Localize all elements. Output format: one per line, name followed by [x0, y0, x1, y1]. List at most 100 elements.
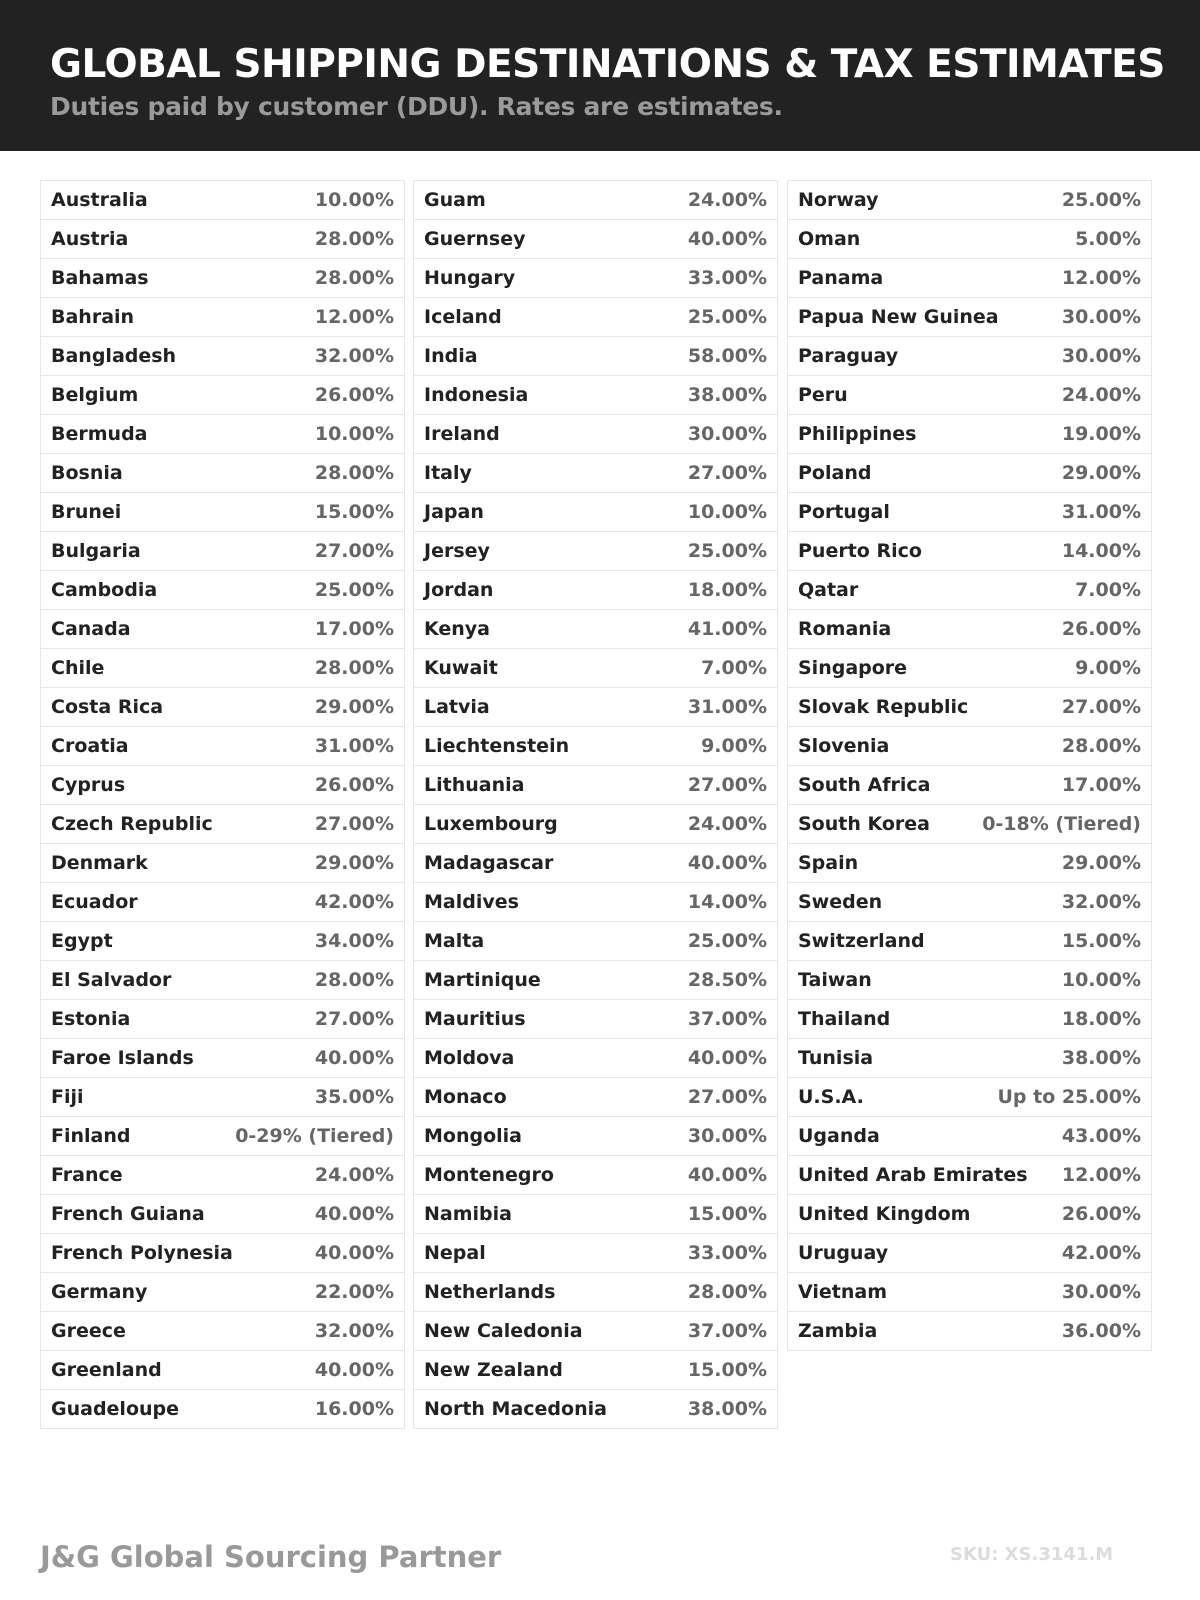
- country-name: Norway: [798, 189, 879, 211]
- country-name: Uganda: [798, 1125, 880, 1147]
- country-name: Cyprus: [51, 774, 126, 796]
- tax-rate: 28.00%: [314, 657, 394, 679]
- tax-rate: 29.00%: [314, 696, 394, 718]
- country-name: South Africa: [798, 774, 931, 796]
- page-title: GLOBAL SHIPPING DESTINATIONS & TAX ESTIM…: [50, 42, 1165, 87]
- table-row: Zambia 36.00%: [788, 1312, 1151, 1351]
- country-name: Iceland: [424, 306, 502, 328]
- table-row: Puerto Rico 14.00%: [788, 532, 1151, 571]
- tax-rate: Up to 25.00%: [997, 1086, 1141, 1108]
- table-row: Peru 24.00%: [788, 376, 1151, 415]
- country-name: Jersey: [424, 540, 490, 562]
- tax-rate: 27.00%: [1061, 696, 1141, 718]
- rates-table-column-3: Norway 25.00% Oman 5.00% Panama 12.00% Papua N…: [787, 180, 1152, 1351]
- table-row: Guernsey 40.00%: [414, 220, 777, 259]
- tax-rate: 38.00%: [687, 384, 767, 406]
- tax-rate: 37.00%: [687, 1008, 767, 1030]
- table-row: Greece 32.00%: [41, 1312, 404, 1351]
- country-name: United Kingdom: [798, 1203, 971, 1225]
- country-name: Italy: [424, 462, 472, 484]
- table-row: Switzerland 15.00%: [788, 922, 1151, 961]
- table-row: North Macedonia 38.00%: [414, 1390, 777, 1429]
- table-row: Ecuador 42.00%: [41, 883, 404, 922]
- tax-rate: 40.00%: [314, 1047, 394, 1069]
- tax-rate: 28.00%: [314, 462, 394, 484]
- table-row: Chile 28.00%: [41, 649, 404, 688]
- tax-rate: 40.00%: [314, 1203, 394, 1225]
- table-row: Guadeloupe 16.00%: [41, 1390, 404, 1429]
- country-name: Panama: [798, 267, 884, 289]
- tax-rate: 28.00%: [314, 969, 394, 991]
- tax-rate: 27.00%: [314, 813, 394, 835]
- tax-rate: 32.00%: [314, 345, 394, 367]
- table-row: Slovenia 28.00%: [788, 727, 1151, 766]
- page-subtitle: Duties paid by customer (DDU). Rates are…: [50, 92, 783, 121]
- country-name: Greece: [51, 1320, 126, 1342]
- country-name: Malta: [424, 930, 485, 952]
- table-row: Poland 29.00%: [788, 454, 1151, 493]
- tax-rate: 31.00%: [314, 735, 394, 757]
- country-name: France: [51, 1164, 123, 1186]
- tax-rate: 40.00%: [687, 852, 767, 874]
- country-name: Bahamas: [51, 267, 149, 289]
- tax-rate: 16.00%: [314, 1398, 394, 1420]
- table-row: Mongolia 30.00%: [414, 1117, 777, 1156]
- table-row: Cambodia 25.00%: [41, 571, 404, 610]
- table-row: Czech Republic 27.00%: [41, 805, 404, 844]
- table-row: Italy 27.00%: [414, 454, 777, 493]
- country-name: Latvia: [424, 696, 490, 718]
- table-row: Greenland 40.00%: [41, 1351, 404, 1390]
- tax-rate: 12.00%: [1061, 267, 1141, 289]
- table-row: Denmark 29.00%: [41, 844, 404, 883]
- table-row: El Salvador 28.00%: [41, 961, 404, 1000]
- tax-rate: 14.00%: [687, 891, 767, 913]
- country-name: French Polynesia: [51, 1242, 233, 1264]
- tax-rate: 37.00%: [687, 1320, 767, 1342]
- tax-rate: 25.00%: [687, 540, 767, 562]
- country-name: Namibia: [424, 1203, 512, 1225]
- tax-rate: 27.00%: [314, 1008, 394, 1030]
- tax-rate: 18.00%: [687, 579, 767, 601]
- country-name: Lithuania: [424, 774, 525, 796]
- country-name: Japan: [424, 501, 484, 523]
- table-row: Fiji 35.00%: [41, 1078, 404, 1117]
- country-name: Costa Rica: [51, 696, 164, 718]
- country-name: Peru: [798, 384, 848, 406]
- country-name: Netherlands: [424, 1281, 556, 1303]
- tax-rate: 35.00%: [314, 1086, 394, 1108]
- table-row: Luxembourg 24.00%: [414, 805, 777, 844]
- table-row: French Guiana 40.00%: [41, 1195, 404, 1234]
- tax-rate: 24.00%: [687, 189, 767, 211]
- table-row: Romania 26.00%: [788, 610, 1151, 649]
- table-row: Panama 12.00%: [788, 259, 1151, 298]
- table-row: Ireland 30.00%: [414, 415, 777, 454]
- table-row: Madagascar 40.00%: [414, 844, 777, 883]
- table-row: Taiwan 10.00%: [788, 961, 1151, 1000]
- sku-label: SKU: XS.3141.M: [950, 1544, 1114, 1565]
- table-row: Indonesia 38.00%: [414, 376, 777, 415]
- country-name: Poland: [798, 462, 872, 484]
- tax-rate: 42.00%: [314, 891, 394, 913]
- table-row: U.S.A. Up to 25.00%: [788, 1078, 1151, 1117]
- table-row: United Arab Emirates 12.00%: [788, 1156, 1151, 1195]
- country-name: Canada: [51, 618, 131, 640]
- country-name: Taiwan: [798, 969, 872, 991]
- table-row: Oman 5.00%: [788, 220, 1151, 259]
- table-row: Monaco 27.00%: [414, 1078, 777, 1117]
- country-name: Guadeloupe: [51, 1398, 180, 1420]
- country-name: Australia: [51, 189, 148, 211]
- country-name: Maldives: [424, 891, 519, 913]
- table-row: Bermuda 10.00%: [41, 415, 404, 454]
- table-row: Canada 17.00%: [41, 610, 404, 649]
- table-row: Lithuania 27.00%: [414, 766, 777, 805]
- country-name: Sweden: [798, 891, 883, 913]
- tax-rate: 28.00%: [314, 228, 394, 250]
- country-name: Montenegro: [424, 1164, 554, 1186]
- table-row: Bangladesh 32.00%: [41, 337, 404, 376]
- tax-rate: 41.00%: [687, 618, 767, 640]
- table-row: Iceland 25.00%: [414, 298, 777, 337]
- tax-rate: 28.00%: [314, 267, 394, 289]
- tax-rate: 7.00%: [1075, 579, 1141, 601]
- table-row: Costa Rica 29.00%: [41, 688, 404, 727]
- table-row: Moldova 40.00%: [414, 1039, 777, 1078]
